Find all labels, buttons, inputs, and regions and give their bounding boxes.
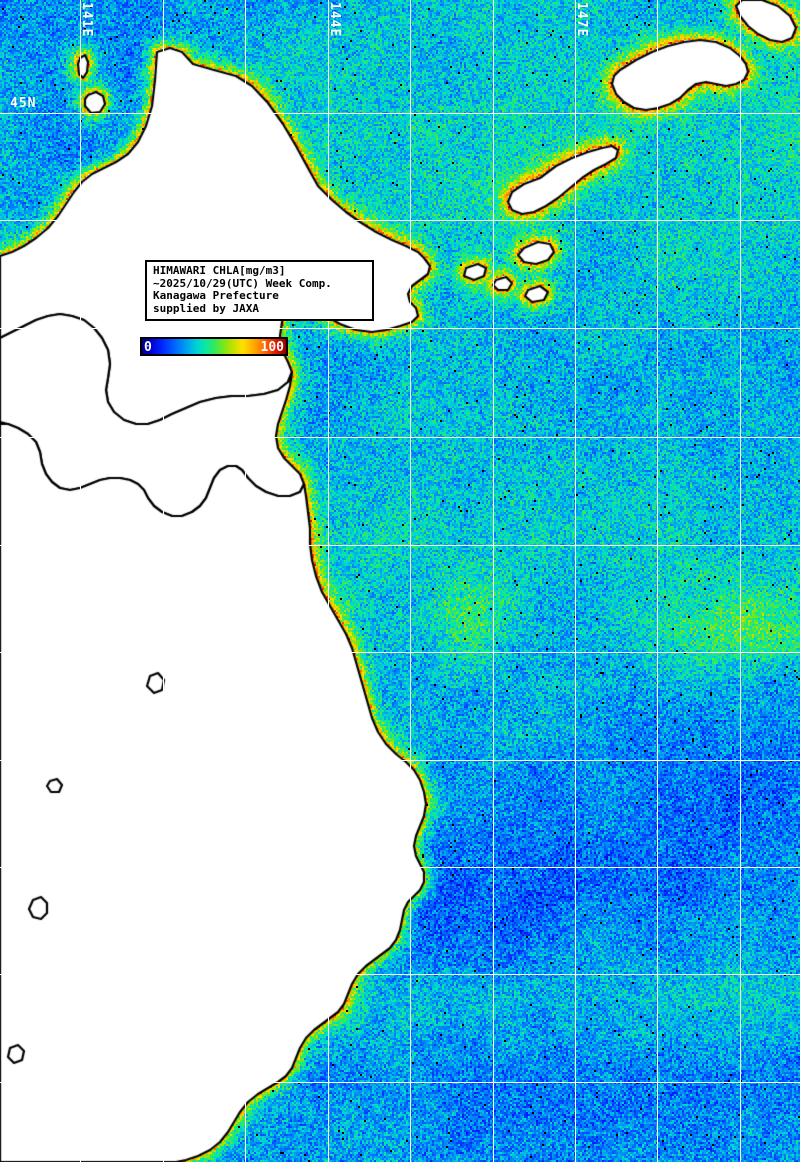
colorbar-min-label: 0 <box>144 340 152 355</box>
info-line-title: HIMAWARI CHLA[mg/m3] <box>153 264 286 277</box>
info-line-date: ~2025/10/29(UTC) Week Comp. <box>153 276 332 290</box>
colorbar-gradient <box>142 339 286 354</box>
map-info-box: HIMAWARI CHLA[mg/m3] ~2025/10/29(UTC) We… <box>145 260 374 321</box>
colorbar: 0 100 <box>140 337 288 356</box>
latitude-label-45n: 45N <box>10 96 37 111</box>
info-line-source: supplied by JAXA <box>153 301 259 315</box>
info-line-provider: Kanagawa Prefecture <box>153 289 279 302</box>
longitude-label-141e: 141E <box>79 2 94 38</box>
colorbar-max-label: 100 <box>260 340 284 355</box>
longitude-label-144e: 144E <box>327 2 342 38</box>
longitude-label-147e: 147E <box>574 2 589 38</box>
